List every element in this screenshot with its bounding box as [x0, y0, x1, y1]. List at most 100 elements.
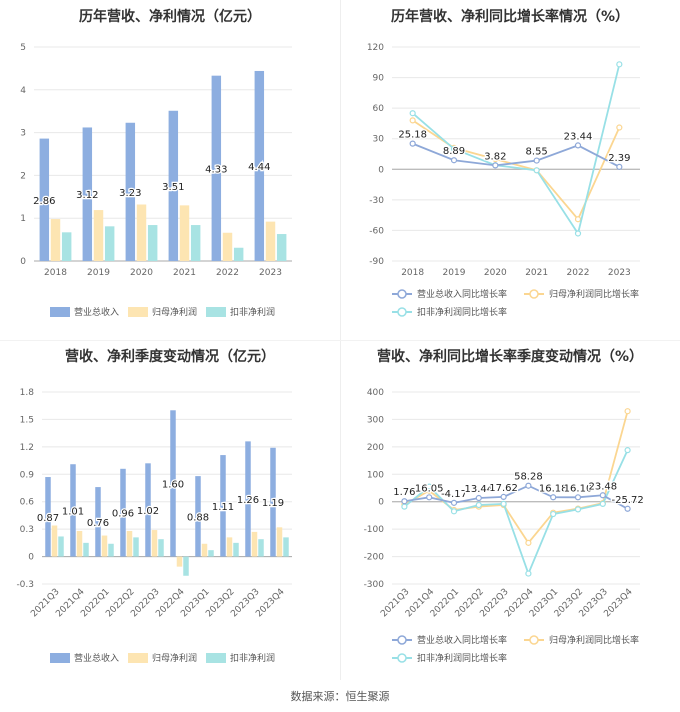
- legend-label: 归母净利润同比增长率: [549, 288, 639, 300]
- data-point: [500, 493, 507, 500]
- data-point: [616, 163, 623, 170]
- data-point: [525, 482, 532, 489]
- series-line-revenue-growth: [404, 484, 629, 510]
- data-point: [401, 503, 408, 510]
- data-point: [525, 570, 532, 577]
- data-point: [475, 501, 482, 509]
- bar-net-profit: [226, 537, 233, 557]
- y-tick-label: 200: [367, 443, 384, 453]
- y-tick-label: -200: [364, 553, 385, 563]
- y-tick-label: 400: [367, 388, 384, 398]
- legend-marker: [397, 289, 407, 299]
- data-label: 3.12: [76, 190, 98, 201]
- legend-label: 归母净利润同比增长率: [549, 634, 639, 646]
- data-point: [409, 110, 416, 117]
- legend-marker: [397, 307, 407, 317]
- data-label: 1.11: [212, 502, 234, 513]
- y-tick-label: -100: [364, 525, 385, 535]
- bar-revenue: [39, 138, 50, 261]
- annual-growth-chart: -90 -60 -30 0 30 60 90 120 2018 2019 2020 2021 2022 2…: [367, 43, 640, 318]
- x-tick-label: 2021: [173, 268, 196, 278]
- legend-marker: [397, 635, 407, 645]
- data-point: [409, 117, 416, 124]
- bar-net-profit: [93, 210, 104, 261]
- data-label: -25.72: [611, 495, 643, 506]
- data-label: 1.01: [62, 506, 84, 517]
- y-tick-label: 0.6: [20, 498, 35, 508]
- x-tick-label: 2022: [567, 268, 590, 278]
- data-label: 1.76: [393, 487, 415, 498]
- y-tick-label: -0.3: [16, 580, 34, 590]
- data-label: 2.86: [33, 196, 55, 207]
- series-line-deducted-profit-growth: [403, 449, 629, 577]
- data-point: [574, 142, 582, 149]
- bar-deducted-profit: [147, 225, 158, 261]
- data-point: [450, 157, 458, 164]
- bar-net-profit: [126, 530, 133, 557]
- bar-net-profit: [76, 530, 83, 557]
- data-label: 23.44: [564, 131, 593, 142]
- data-point: [475, 494, 482, 502]
- legend-label: 营业总收入同比增长率: [417, 634, 507, 646]
- chart-title: 营收、净利同比增长率季度变动情况（%）: [376, 349, 644, 365]
- data-label: 23.48: [588, 481, 617, 492]
- data-point: [624, 505, 631, 512]
- legend-label: 扣非净利润同比增长率: [417, 652, 507, 664]
- bar-revenue: [95, 487, 101, 557]
- bar-revenue: [82, 127, 93, 262]
- y-tick-label: 300: [367, 415, 384, 425]
- panel-annual-bar: 历年营收、净利情况（亿元） 0 1 2 3 4 5 2018 2019 2020 2021 2022…: [0, 0, 340, 340]
- bar-revenue: [168, 110, 179, 261]
- data-point: [533, 167, 540, 174]
- data-point: [525, 539, 532, 546]
- y-tick-label: 0: [378, 165, 384, 175]
- data-point: [426, 494, 433, 501]
- bar-net-profit: [151, 530, 158, 557]
- y-tick-label: 30: [373, 135, 385, 145]
- data-label: 8.89: [443, 146, 465, 157]
- data-label: 0.96: [112, 509, 134, 520]
- chart-title: 历年营收、净利同比增长率情况（%）: [390, 9, 630, 25]
- y-tick-label: 1: [20, 214, 26, 224]
- legend-label: 营业总收入: [74, 652, 119, 664]
- data-point: [492, 162, 499, 169]
- bar-deducted-profit: [208, 550, 214, 557]
- bar-net-profit: [51, 525, 58, 557]
- bar-net-profit: [265, 221, 276, 261]
- data-label: 1.26: [237, 495, 259, 506]
- legend-swatch: [50, 653, 70, 663]
- bar-revenue: [270, 447, 276, 557]
- data-point: [426, 483, 433, 490]
- panel-annual-growth: 历年营收、净利同比增长率情况（%） -90 -60 -30 0 30 60 90 120 201…: [340, 0, 680, 340]
- x-tick-label: 2020: [130, 268, 153, 278]
- x-tick-label: 2018: [401, 268, 424, 278]
- data-point: [533, 157, 540, 164]
- legend-label: 归母净利润: [152, 652, 197, 664]
- data-label: 16.18: [539, 483, 568, 494]
- legend-label: 扣非净利润同比增长率: [417, 306, 507, 318]
- bar-revenue: [254, 70, 265, 261]
- bar-net-profit: [176, 556, 183, 567]
- y-tick-label: 1.8: [20, 388, 35, 398]
- y-tick-label: 0: [378, 498, 384, 508]
- y-tick-label: 0.9: [20, 470, 35, 480]
- bar-revenue: [220, 455, 226, 557]
- data-point: [574, 494, 582, 501]
- bar-deducted-profit: [108, 543, 114, 557]
- data-point: [574, 506, 582, 513]
- data-label: 2.39: [608, 153, 630, 164]
- data-label: 4.44: [248, 162, 270, 173]
- y-tick-label: -30: [369, 196, 384, 206]
- legend-swatch: [206, 307, 226, 317]
- data-label: 13.44: [464, 484, 493, 495]
- bar-net-profit: [251, 531, 258, 557]
- bar-deducted-profit: [83, 542, 89, 557]
- horizontal-divider: [0, 340, 680, 341]
- bar-deducted-profit: [233, 542, 239, 557]
- data-point: [550, 510, 557, 518]
- data-label: 58.28: [514, 472, 543, 483]
- data-point: [624, 447, 631, 454]
- bar-deducted-profit: [183, 556, 189, 576]
- y-tick-label: -90: [369, 257, 384, 267]
- y-tick-label: 4: [20, 86, 26, 96]
